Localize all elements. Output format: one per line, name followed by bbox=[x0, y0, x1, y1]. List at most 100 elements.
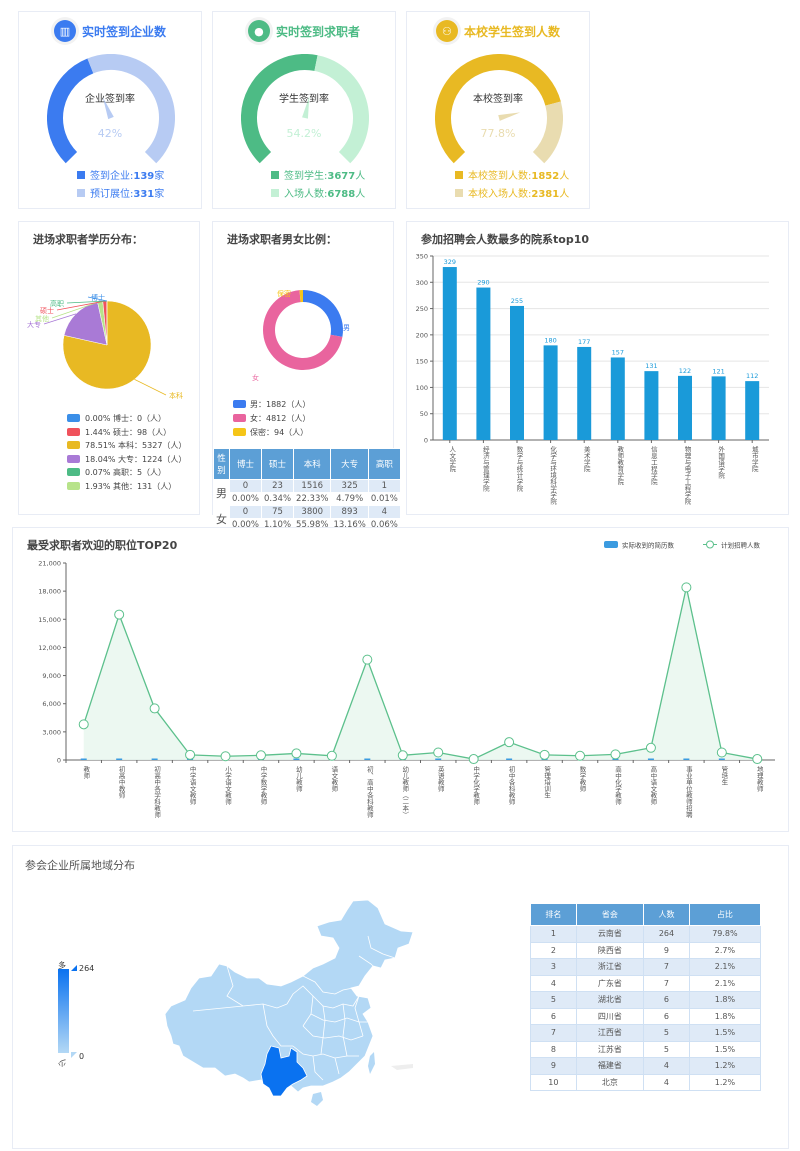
x-tick-label: 幼儿教师 bbox=[294, 765, 302, 794]
legend-value: 139 bbox=[133, 171, 155, 182]
gauge-center-label: 本校签到率 bbox=[473, 94, 523, 105]
education-legend-item[interactable]: 1.44% 硕士：98（人） bbox=[67, 426, 186, 440]
gender-legend-item[interactable]: 保密：94（人） bbox=[233, 426, 308, 440]
line-point[interactable] bbox=[326, 750, 337, 761]
line-point[interactable] bbox=[114, 609, 125, 620]
legend-unit: 人 bbox=[559, 171, 570, 182]
map-region-yunnan[interactable] bbox=[260, 1045, 308, 1097]
line-point[interactable] bbox=[291, 748, 302, 759]
line-point[interactable] bbox=[610, 749, 621, 760]
line-point[interactable] bbox=[681, 582, 692, 593]
line-point[interactable] bbox=[752, 754, 763, 765]
legend-item-planned[interactable]: 计划招聘人数 bbox=[703, 540, 761, 550]
line-point[interactable] bbox=[362, 654, 373, 665]
bar[interactable] bbox=[745, 381, 760, 440]
resume-bar[interactable] bbox=[364, 758, 371, 761]
count-cell: 1516 bbox=[293, 479, 332, 493]
education-legend-item[interactable]: 18.04% 大专：1224（人） bbox=[67, 453, 186, 467]
line-point[interactable] bbox=[255, 750, 266, 761]
education-legend-item[interactable]: 0.07% 高职：5（人） bbox=[67, 466, 186, 480]
line-series bbox=[83, 587, 758, 760]
map-region-china[interactable] bbox=[164, 899, 414, 1093]
education-legend-item[interactable]: 0.00% 博士：0（人） bbox=[67, 412, 186, 426]
line-point[interactable] bbox=[716, 747, 727, 758]
bar[interactable] bbox=[711, 376, 726, 440]
resume-bar[interactable] bbox=[151, 758, 158, 761]
legend-item-resumes[interactable]: 实际收到的简历数 bbox=[604, 541, 675, 550]
gender-legend-item[interactable]: 女：4812（人） bbox=[233, 412, 310, 426]
table-cell: 1.8% bbox=[688, 991, 762, 1009]
gauge-legend-item[interactable]: 签到企业:139家 bbox=[77, 168, 164, 186]
gauge-remaining-arc bbox=[87, 54, 175, 164]
line-point[interactable] bbox=[504, 737, 515, 748]
legend-swatch bbox=[67, 481, 80, 490]
x-tick-label: 中学语文教师 bbox=[188, 765, 196, 807]
bar[interactable] bbox=[644, 371, 659, 440]
map-region-hainan[interactable] bbox=[311, 1092, 323, 1106]
map-region-taiwan[interactable] bbox=[368, 1052, 375, 1074]
scale-max-handle[interactable] bbox=[71, 965, 77, 971]
line-point[interactable] bbox=[397, 750, 408, 761]
y-tick-label: 100 bbox=[416, 384, 428, 392]
line-point[interactable] bbox=[575, 750, 586, 761]
x-tick-label: 事业单位教师招聘 bbox=[684, 765, 692, 820]
gauge-legend-item[interactable]: 本校签到人数:1852人 bbox=[455, 168, 569, 186]
legend-text: 78.51% 本科：5327（人） bbox=[85, 441, 187, 450]
table-header-cell: 省会 bbox=[575, 903, 645, 926]
resume-bar[interactable] bbox=[80, 758, 87, 761]
legend-text: 男：1882（人） bbox=[250, 400, 311, 409]
table-cell: 6 bbox=[530, 1007, 577, 1025]
education-legend-item[interactable]: 1.93% 其他：131（人） bbox=[67, 480, 186, 494]
line-point[interactable] bbox=[433, 747, 444, 758]
gauge-legend-item[interactable]: 签到学生:3677人 bbox=[271, 168, 365, 186]
line-point[interactable] bbox=[78, 719, 89, 730]
donut-slice-男[interactable] bbox=[303, 290, 343, 337]
x-tick-label: 外国语学院 bbox=[717, 445, 725, 480]
table-cell: 陕西省 bbox=[575, 941, 645, 959]
gauge-chart bbox=[241, 54, 369, 164]
bar[interactable] bbox=[442, 267, 457, 440]
line-point[interactable] bbox=[220, 751, 231, 762]
bar[interactable] bbox=[577, 346, 592, 440]
line-point[interactable] bbox=[539, 749, 550, 760]
resume-bar[interactable] bbox=[293, 758, 300, 761]
bar-data-label: 329 bbox=[444, 258, 456, 266]
visual-map-scale[interactable] bbox=[58, 969, 69, 1053]
pie-label: 硕士 bbox=[40, 306, 54, 315]
line-point[interactable] bbox=[185, 749, 196, 760]
gauge-legend-item[interactable]: 预订展位:331家 bbox=[77, 186, 164, 204]
legend-text: 18.04% 大专：1224（人） bbox=[85, 454, 187, 464]
table-row: 2 陕西省 9 2.7% bbox=[530, 941, 762, 959]
education-legend-item[interactable]: 78.51% 本科：5327（人） bbox=[67, 439, 186, 453]
resume-bar[interactable] bbox=[647, 758, 654, 761]
gauge-card-1: ▥ 实时签到企业数 企业签到率 42% 签到企业:139家 预订展位:331家 bbox=[18, 11, 202, 209]
count-cell: 3800 bbox=[293, 505, 332, 519]
china-map[interactable] bbox=[163, 896, 443, 1116]
scale-min-handle[interactable] bbox=[71, 1052, 77, 1058]
bar[interactable] bbox=[678, 375, 692, 440]
gender-legend-item[interactable]: 男：1882（人） bbox=[233, 398, 310, 412]
resume-bar[interactable] bbox=[116, 758, 123, 761]
gauge-legend-item[interactable]: 入场人数:6788人 bbox=[271, 186, 365, 204]
gauge-percent: 77.8% bbox=[480, 127, 516, 140]
table-row: 9 福建省 4 1.2% bbox=[530, 1057, 762, 1075]
bar[interactable] bbox=[510, 305, 524, 440]
gauge-legend-item[interactable]: 本校入场人数:2381人 bbox=[455, 186, 569, 204]
table-header-cell: 性别 bbox=[213, 448, 230, 480]
table-cell: 79.8% bbox=[688, 925, 762, 943]
line-point[interactable] bbox=[149, 703, 160, 714]
line-area bbox=[83, 587, 758, 760]
legend-swatch bbox=[67, 427, 80, 436]
resume-bar[interactable] bbox=[435, 758, 442, 761]
resume-bar[interactable] bbox=[718, 758, 725, 761]
bar[interactable] bbox=[543, 345, 558, 440]
line-point[interactable] bbox=[645, 742, 656, 753]
donut-slice-保密[interactable] bbox=[299, 290, 303, 303]
donut-slice-女[interactable] bbox=[263, 290, 343, 370]
resume-bar[interactable] bbox=[506, 758, 513, 761]
bar[interactable] bbox=[476, 287, 491, 440]
table-row: 1 云南省 264 79.8% bbox=[530, 925, 762, 943]
bar[interactable] bbox=[610, 357, 625, 440]
line-point[interactable] bbox=[468, 754, 479, 765]
resume-bar[interactable] bbox=[683, 758, 690, 761]
